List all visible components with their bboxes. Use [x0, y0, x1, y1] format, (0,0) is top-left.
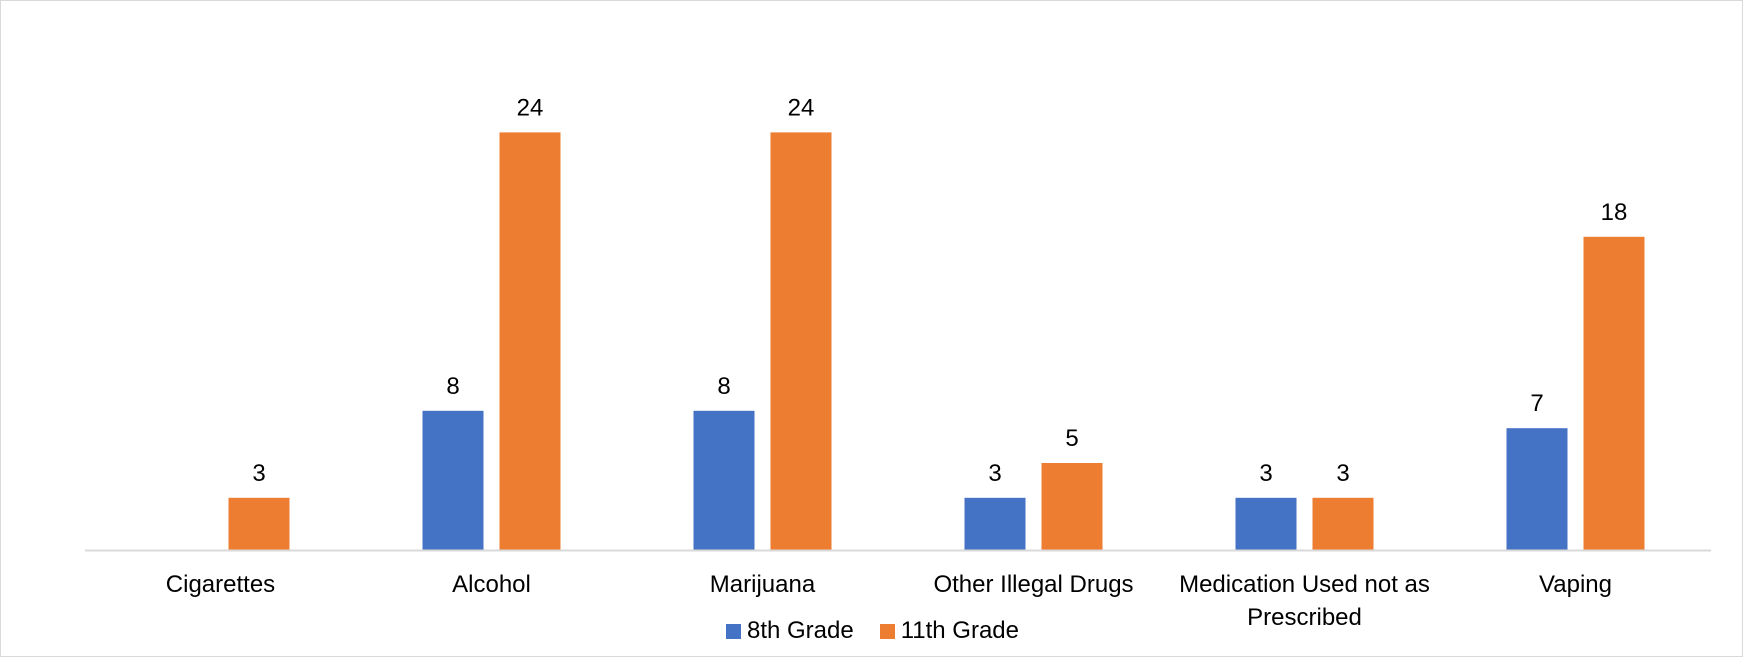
category-label-medication-used-not-as-prescribed: Medication Used not as	[1179, 571, 1430, 598]
bar-8th-grade-medication-used-not-as-prescribed	[1235, 497, 1297, 550]
data-label-8th-grade-alcohol: 8	[446, 373, 459, 400]
legend-item-11th-grade: 11th Grade	[879, 617, 1020, 645]
bar-11th-grade-other-illegal-drugs	[1041, 463, 1103, 550]
legend-item-8th-grade: 8th Grade	[725, 617, 854, 645]
category-label-marijuana: Marijuana	[710, 571, 816, 598]
bar-11th-grade-vaping	[1583, 236, 1645, 551]
bar-11th-grade-medication-used-not-as-prescribed	[1312, 497, 1374, 550]
bar-8th-grade-marijuana	[693, 410, 755, 550]
category-label-vaping: Vaping	[1539, 571, 1612, 598]
data-label-8th-grade-medication-used-not-as-prescribed: 3	[1259, 460, 1272, 487]
legend-label-11th-grade: 11th Grade	[900, 617, 1020, 644]
bar-8th-grade-other-illegal-drugs	[964, 497, 1026, 550]
data-label-11th-grade-cigarettes: 3	[252, 460, 265, 487]
bars-layer	[228, 132, 1645, 551]
bar-11th-grade-marijuana	[770, 132, 832, 550]
legend-swatch-8th-grade	[725, 623, 741, 639]
data-label-8th-grade-other-illegal-drugs: 3	[988, 460, 1001, 487]
data-label-8th-grade-vaping: 7	[1530, 390, 1543, 417]
data-label-11th-grade-vaping: 18	[1601, 199, 1628, 226]
bar-8th-grade-vaping	[1506, 428, 1568, 550]
bar-8th-grade-alcohol	[422, 410, 484, 550]
data-label-11th-grade-alcohol: 24	[517, 94, 544, 121]
bar-11th-grade-alcohol	[499, 132, 561, 550]
category-label-cigarettes: Cigarettes	[166, 571, 275, 598]
data-label-11th-grade-other-illegal-drugs: 5	[1065, 425, 1078, 452]
legend-label-8th-grade: 8th Grade	[746, 617, 854, 644]
category-label-other-illegal-drugs: Other Illegal Drugs	[933, 571, 1133, 598]
legend: 8th Grade 11th Grade	[1, 611, 1743, 651]
legend-swatch-11th-grade	[879, 623, 895, 639]
data-labels-layer: 3 8 24 8 24 3 5 3 3 7 18	[252, 94, 1627, 486]
data-label-11th-grade-medication-used-not-as-prescribed: 3	[1336, 460, 1349, 487]
category-labels-layer: Cigarettes Alcohol Marijuana Other Illegal …	[166, 571, 1612, 631]
category-label-alcohol: Alcohol	[452, 571, 531, 598]
bar-11th-grade-cigarettes	[228, 497, 290, 550]
category-label-medication-used-not-as-prescribed: Prescribed	[1247, 604, 1362, 631]
data-label-11th-grade-marijuana: 24	[788, 94, 815, 121]
data-label-8th-grade-marijuana: 8	[717, 373, 730, 400]
